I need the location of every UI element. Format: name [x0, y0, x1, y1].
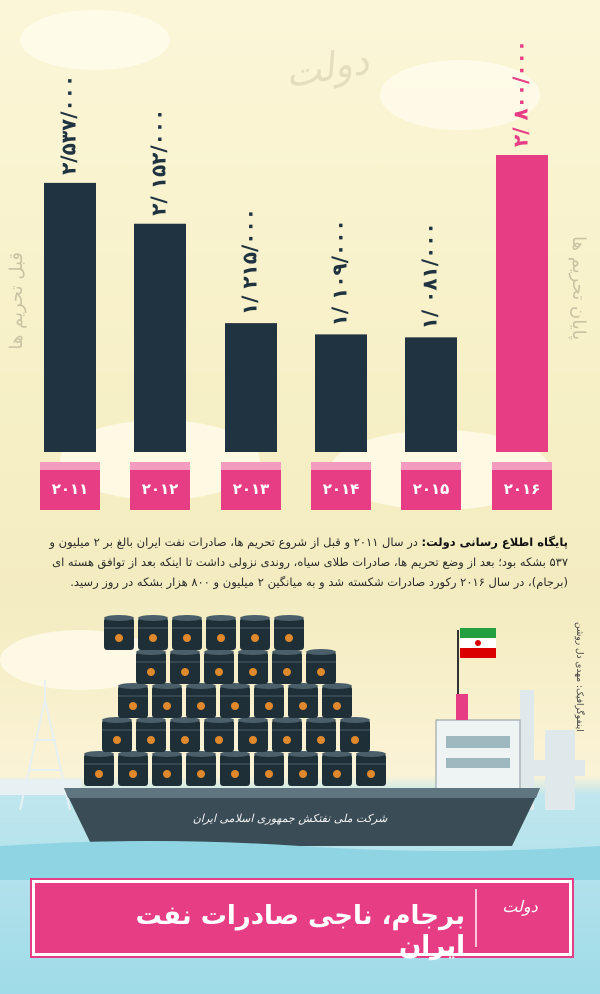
- tanker-illustration: شرکت ملی نفتکش جمهوری اسلامی ایران: [0, 615, 600, 880]
- description-body: در سال ۲۰۱۱ و قبل از شروع تحریم ها، صادر…: [49, 535, 568, 589]
- year-label-2013: ۲۰۱۳: [233, 480, 270, 498]
- bar-2014: [315, 334, 367, 452]
- bar-chart: ۲/۵۳۷/۰۰۰ ۲۰۱۱ ۲/ ۱۵۲/۰۰۰ ۲۰۱۲ ۱/ ۲۱۵/۰۰۰ ۲۰۱…: [40, 40, 552, 510]
- oil-barrel-icon: [356, 751, 386, 786]
- oil-barrel-icon: [272, 649, 302, 684]
- oil-barrel-icon: [152, 683, 182, 718]
- value-label-2011: ۲/۵۳۷/۰۰۰: [57, 75, 81, 175]
- year-label-2015: ۲۰۱۵: [413, 480, 450, 498]
- year-tab-fold: [221, 462, 281, 470]
- oil-barrel-icon: [288, 751, 318, 786]
- year-label-2011: ۲۰۱۱: [52, 480, 89, 498]
- oil-barrel-icon: [238, 649, 268, 684]
- value-label-2015: ۱/ ۰۸۱/۰۰۰: [418, 222, 442, 329]
- year-tab-2014: [311, 462, 371, 510]
- ship-name: شرکت ملی نفتکش جمهوری اسلامی ایران: [193, 812, 388, 825]
- cloud: [20, 10, 170, 70]
- oil-barrel-icon: [274, 615, 304, 650]
- oil-barrel-icon: [322, 683, 352, 718]
- oil-barrel-icon: [288, 683, 318, 718]
- dolat-logo: دولت: [475, 889, 563, 947]
- credit: اینفوگرافیک: مهدی دل روشن: [574, 622, 584, 732]
- oil-barrel-icon: [138, 615, 168, 650]
- sea: [0, 841, 600, 880]
- oil-barrel-icon: [220, 751, 250, 786]
- oil-barrel-icon: [206, 615, 236, 650]
- year-label-2014: ۲۰۱۴: [323, 480, 360, 498]
- oil-barrel-icon: [306, 649, 336, 684]
- oil-barrel-icon: [118, 751, 148, 786]
- year-tab-fold: [401, 462, 461, 470]
- barrel-stack: [84, 615, 386, 786]
- oil-barrel-icon: [240, 615, 270, 650]
- bar-2013: [225, 323, 277, 452]
- bar-2016: [496, 155, 548, 452]
- year-tab-fold: [130, 462, 190, 470]
- oil-barrel-icon: [170, 717, 200, 752]
- bar-2015: [405, 337, 457, 452]
- value-label-2014: ۱/ ۱۰۹/۰۰۰: [328, 219, 352, 326]
- year-tab-fold: [311, 462, 371, 470]
- oil-barrel-icon: [204, 649, 234, 684]
- oil-barrel-icon: [152, 751, 182, 786]
- year-tab-2013: [221, 462, 281, 510]
- value-label-2012: ۲/ ۱۵۲/۰۰۰: [147, 109, 171, 216]
- side-label-after: پایان تحریم ها: [568, 236, 589, 341]
- oil-barrel-icon: [272, 717, 302, 752]
- refinery-icon: [505, 690, 585, 810]
- oil-barrel-icon: [170, 649, 200, 684]
- year-tab-2015: [401, 462, 461, 510]
- oil-barrel-icon: [186, 751, 216, 786]
- ship-hull: [64, 788, 540, 846]
- ship-deck: [64, 788, 540, 798]
- ship-bridge: [435, 694, 521, 801]
- side-label-before: قبل تحریم ها: [6, 252, 27, 350]
- oil-barrel-icon: [220, 683, 250, 718]
- oil-rig-icon: [0, 680, 81, 811]
- oil-barrel-icon: [118, 683, 148, 718]
- oil-barrel-icon: [104, 615, 134, 650]
- year-tab-2011: [40, 462, 100, 510]
- oil-barrel-icon: [84, 751, 114, 786]
- oil-barrel-icon: [322, 751, 352, 786]
- year-tab-fold: [40, 462, 100, 470]
- description-lead: پایگاه اطلاع رسانی دولت:: [421, 535, 568, 549]
- oil-barrel-icon: [306, 717, 336, 752]
- value-label-2013: ۱/ ۲۱۵/۰۰۰: [238, 208, 262, 315]
- year-tab-fold: [492, 462, 552, 470]
- year-tab-2012: [130, 462, 190, 510]
- oil-barrel-icon: [254, 751, 284, 786]
- oil-barrel-icon: [254, 683, 284, 718]
- oil-barrel-icon: [172, 615, 202, 650]
- description: پایگاه اطلاع رسانی دولت: در سال ۲۰۱۱ و ق…: [34, 532, 568, 592]
- cloud: [380, 60, 540, 130]
- oil-barrel-icon: [204, 717, 234, 752]
- oil-barrel-icon: [136, 649, 166, 684]
- year-label-2012: ۲۰۱۲: [142, 480, 179, 498]
- year-tab-2016: [492, 462, 552, 510]
- oil-barrel-icon: [136, 717, 166, 752]
- oil-barrel-icon: [102, 717, 132, 752]
- oil-barrel-icon: [340, 717, 370, 752]
- bar-2011: [44, 182, 96, 452]
- oil-barrel-icon: [238, 717, 268, 752]
- title-banner: برجام، ناجی صادرات نفت ایران دولت: [32, 880, 572, 961]
- oil-barrel-icon: [186, 683, 216, 718]
- bar-2012: [134, 223, 186, 452]
- value-label-2016: ۲/ ۸۰۰/۰۰۰: [509, 40, 533, 147]
- banner-title: برجام، ناجی صادرات نفت ایران: [135, 901, 465, 961]
- year-label-2016: ۲۰۱۶: [504, 480, 541, 498]
